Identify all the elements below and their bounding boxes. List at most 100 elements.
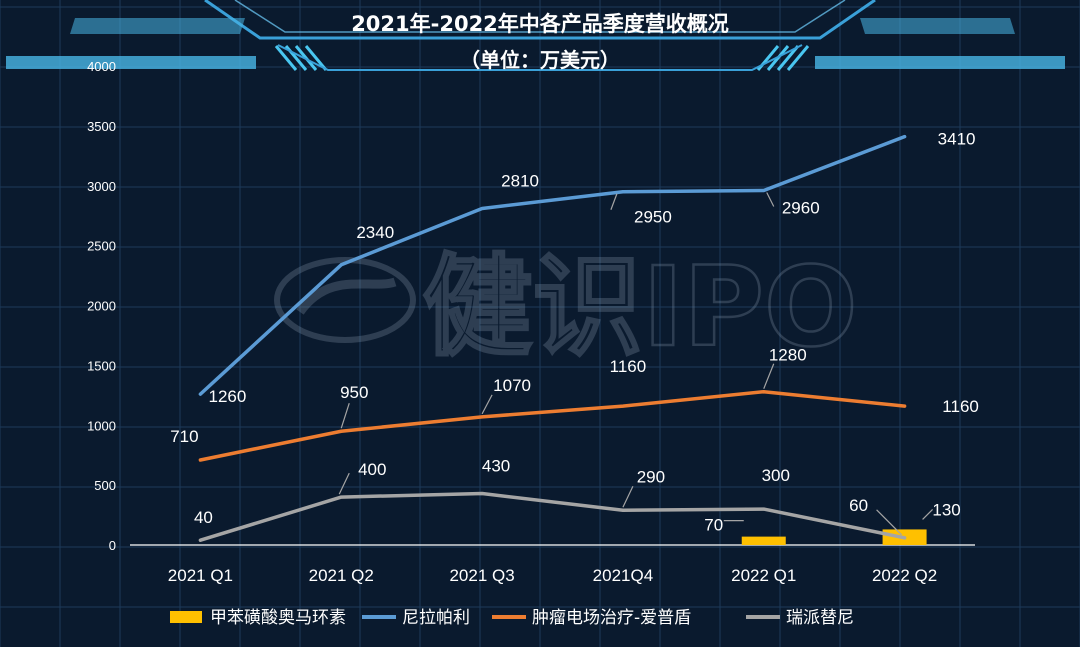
label-leader (922, 509, 934, 520)
data-point (480, 415, 484, 419)
header-bar-left-low (6, 56, 256, 69)
x-tick-label: 2021 Q3 (449, 566, 514, 585)
data-point (762, 189, 766, 193)
data-point (762, 507, 766, 511)
label-leader (622, 486, 634, 508)
data-point (480, 207, 484, 211)
bar-labels: 70 130 (704, 500, 960, 534)
label-leader (610, 193, 618, 210)
header-stripe-left (274, 45, 298, 71)
data-point (339, 263, 343, 267)
data-label: 2960 (782, 199, 820, 218)
watermark-ring (274, 257, 416, 343)
data-label: 2950 (634, 208, 672, 227)
y-tick-label: 1500 (87, 358, 116, 373)
data-point (339, 495, 343, 499)
x-tick-label: 2021 Q2 (309, 566, 374, 585)
data-point (621, 404, 625, 408)
watermark-swoosh (296, 277, 397, 315)
data-label: 1160 (610, 357, 647, 376)
x-tick-label: 2022 Q1 (731, 566, 796, 585)
y-axis: 0 500 1000 1500 2000 2500 3000 3500 4000 (87, 59, 116, 553)
series-line (198, 491, 907, 542)
watermark-text: 健识IPO (422, 243, 857, 371)
data-label: 3410 (938, 130, 976, 149)
series-line (198, 134, 907, 396)
series-line (198, 389, 907, 462)
label-leader (766, 192, 775, 207)
y-tick-label: 1000 (87, 418, 116, 433)
chart-subtitle: （单位：万美元） (460, 48, 620, 72)
data-labels: 40 400 430 290 300 60 (194, 457, 903, 536)
data-point (339, 429, 343, 433)
data-labels: 1260 2340 2810 2950 2960 3410 (209, 130, 976, 406)
data-label: 1070 (493, 376, 531, 395)
data-point (480, 492, 484, 496)
y-tick-label: 4000 (87, 59, 116, 74)
header-frame-lower (277, 44, 803, 71)
data-label: 1260 (209, 387, 247, 406)
data-label: 1160 (942, 397, 979, 416)
header-bar-right-low (815, 56, 1065, 69)
data-point (198, 458, 202, 462)
data-label: 290 (637, 467, 665, 486)
data-label: 60 (849, 496, 868, 515)
label-leader (876, 509, 903, 536)
y-tick-label: 2500 (87, 239, 116, 254)
header-bar-right (860, 18, 1015, 34)
header-stripe-left (304, 45, 328, 71)
x-axis: 2021 Q1 2021 Q2 2021 Q3 2021Q4 2022 Q1 2022 Q… (168, 566, 937, 585)
data-point (903, 404, 907, 408)
y-tick-label: 500 (94, 478, 116, 493)
header-bar-left (70, 18, 245, 34)
legend: 甲苯磺酸奥马环素 尼拉帕利 肿瘤电场治疗-爱普盾 瑞派替尼 (170, 608, 854, 628)
data-label: 2340 (356, 223, 394, 242)
y-tick-label: 0 (109, 538, 116, 553)
y-tick-label: 3000 (87, 179, 116, 194)
data-point (198, 538, 202, 542)
bar (741, 536, 786, 545)
x-tick-label: 2022 Q2 (872, 566, 937, 585)
line-series (198, 134, 907, 396)
data-label: 40 (194, 508, 213, 527)
data-label: 430 (482, 457, 510, 476)
legend-label: 甲苯磺酸奥马环素 (210, 608, 346, 628)
data-point (762, 390, 766, 394)
legend-label: 尼拉帕利 (402, 608, 470, 628)
x-tick-label: 2021 Q1 (168, 566, 233, 585)
chart-title: 2021年-2022年中各产品季度营收概况 (351, 12, 729, 36)
data-point (903, 135, 907, 139)
data-point (198, 392, 202, 396)
legend-swatch (170, 611, 202, 623)
data-point (621, 508, 625, 512)
data-label: 400 (358, 460, 386, 479)
label-leader (338, 472, 350, 495)
label-leader (481, 394, 493, 415)
data-point (621, 190, 625, 194)
data-label: 950 (340, 383, 368, 402)
y-tick-label: 2000 (87, 299, 116, 314)
line-series (198, 491, 907, 542)
data-label: 70 (704, 516, 723, 535)
header-frame (6, 0, 1065, 71)
legend-label: 瑞派替尼 (786, 608, 854, 628)
label-leader (340, 403, 350, 429)
x-tick-label: 2021Q4 (593, 566, 654, 585)
watermark-logo: 健识IPO (274, 242, 859, 372)
data-label: 130 (932, 500, 960, 519)
data-label: 1280 (769, 346, 807, 365)
y-tick-label: 3500 (87, 119, 116, 134)
header-frame-inner (234, 0, 846, 33)
legend-label: 肿瘤电场治疗-爱普盾 (532, 608, 691, 628)
header-stripe-right (776, 45, 800, 71)
data-label: 2810 (501, 172, 539, 191)
data-label: 300 (762, 466, 790, 485)
data-point (903, 536, 907, 540)
header-stripe-right (786, 45, 810, 71)
label-leader (763, 363, 775, 389)
data-labels: 710 950 1070 1160 1280 1160 (170, 346, 979, 446)
data-label: 710 (170, 427, 198, 446)
